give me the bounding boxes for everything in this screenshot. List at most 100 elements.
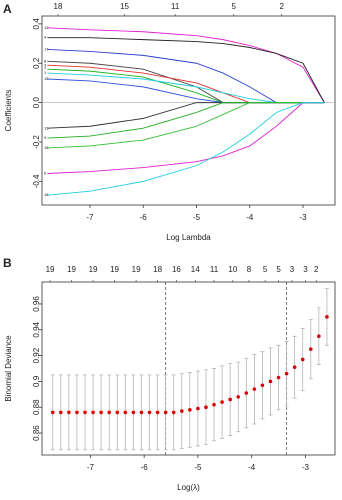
deviance-point: [131, 410, 136, 415]
deviance-point: [260, 383, 265, 388]
deviance-point: [204, 405, 208, 410]
x-tick-label: -7: [86, 213, 94, 222]
x-tick-label: -3: [299, 213, 307, 222]
series-name: 6: [44, 171, 47, 176]
deviance-point: [50, 410, 55, 415]
deviance-point: [292, 365, 297, 370]
coefficient-path: [47, 37, 325, 103]
deviance-point: [67, 410, 71, 415]
series-name: 13: [44, 125, 49, 130]
deviance-point: [171, 410, 176, 415]
top-tick-label: 5: [263, 265, 268, 274]
coefficient-path: [47, 102, 325, 196]
deviance-point: [300, 357, 305, 362]
top-tick-label: 3: [303, 265, 308, 274]
series-name: 18: [44, 192, 49, 197]
top-tick-label: 5: [232, 2, 237, 11]
top-tick-label: 3: [290, 265, 295, 274]
deviance-point: [228, 397, 232, 402]
top-tick-label: 19: [110, 265, 119, 274]
y-tick-label: 0.4: [32, 18, 41, 30]
y-tick-label: -0.2: [32, 135, 41, 149]
top-tick-label: 15: [120, 2, 129, 11]
deviance-point: [276, 375, 281, 380]
y-tick-label: -0.4: [32, 174, 41, 188]
deviance-point: [99, 410, 103, 415]
deviance-point: [244, 391, 249, 395]
x-tick-label: -3: [302, 463, 310, 472]
series-name: 12: [44, 25, 49, 30]
coefficient-path: [47, 27, 325, 103]
x-tick-label: -7: [87, 463, 95, 472]
deviance-point: [309, 347, 313, 351]
x-tick-label: -5: [194, 463, 202, 472]
top-tick-label: 18: [54, 2, 63, 11]
coefficient-path: [47, 72, 325, 104]
top-tick-label: 19: [89, 265, 98, 274]
y-tick-label: 0.0: [32, 97, 41, 109]
deviance-point: [317, 334, 321, 339]
deviance-point: [107, 410, 112, 415]
series-name: 17: [44, 47, 49, 52]
deviance-point: [284, 371, 289, 376]
y-tick-label: 0.2: [32, 57, 41, 69]
top-tick-label: 16: [172, 265, 181, 274]
x-tick-label: -4: [248, 463, 256, 472]
series-name: 7: [44, 66, 47, 71]
series-name: 1: [44, 70, 47, 75]
deviance-point: [59, 410, 63, 415]
y-tick-label: 0.92: [32, 347, 41, 363]
series-name: 8: [44, 58, 47, 63]
y-tick-label: 0.96: [32, 296, 41, 312]
y-tick-label: 0.9: [32, 375, 41, 387]
deviance-point: [179, 409, 184, 413]
top-tick-label: 14: [191, 265, 200, 274]
top-tick-label: 5: [276, 265, 281, 274]
x-tick-label: -6: [141, 463, 149, 472]
deviance-point: [212, 402, 216, 407]
top-tick-label: 11: [171, 2, 180, 11]
deviance-point: [196, 406, 200, 411]
y-tick-label: 0.88: [32, 399, 41, 415]
y-axis-label: Coefficients: [4, 90, 13, 132]
coefficient-path: [47, 49, 325, 104]
x-axis-label: Log(λ): [177, 483, 200, 492]
panel-label: A: [3, 2, 12, 16]
deviance-point: [220, 400, 224, 404]
deviance-point: [139, 410, 144, 415]
y-tick-label: 0.86: [32, 425, 41, 441]
panel-label: B: [3, 256, 12, 270]
deviance-point: [123, 410, 128, 415]
top-tick-label: 8: [247, 265, 252, 274]
series-name: 15: [44, 76, 49, 81]
coefficient-path: [47, 102, 325, 149]
top-tick-label: 10: [228, 265, 237, 274]
deviance-point: [115, 410, 120, 415]
deviance-point: [268, 379, 273, 384]
deviance-point: [325, 315, 329, 319]
top-tick-label: 2: [314, 265, 319, 274]
coefficient-path: [47, 78, 325, 104]
deviance-point: [252, 387, 257, 391]
deviance-point: [147, 410, 152, 415]
coefficient-path: [47, 102, 325, 174]
top-tick-label: 2: [280, 2, 285, 11]
deviance-point: [163, 410, 168, 415]
y-axis-label: Binomial Deviance: [4, 335, 13, 402]
series-name: 9: [44, 135, 47, 140]
series-name: 16: [44, 145, 49, 150]
top-tick-label: 11: [210, 265, 219, 274]
top-tick-label: 18: [153, 265, 162, 274]
x-axis-label: Log Lambda: [166, 233, 211, 242]
deviance-point: [155, 410, 160, 415]
x-tick-label: -4: [246, 213, 254, 222]
x-tick-label: -5: [193, 213, 201, 222]
top-tick-label: 19: [46, 265, 55, 274]
deviance-point: [236, 395, 241, 399]
deviance-point: [188, 408, 192, 412]
series-name: 3: [44, 62, 47, 67]
series-name: 4: [44, 35, 47, 40]
top-tick-label: 19: [67, 265, 76, 274]
top-tick-label: 19: [132, 265, 141, 274]
